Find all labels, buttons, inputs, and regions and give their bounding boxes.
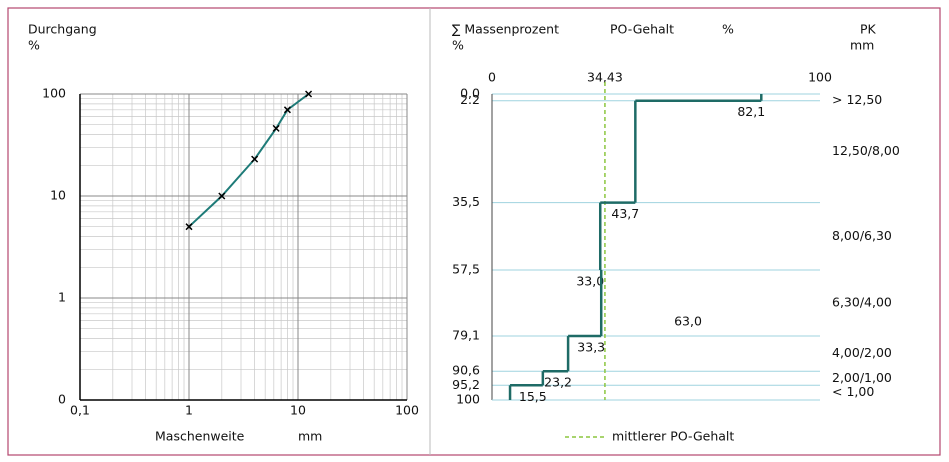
y-tick-label: 1 [58,290,66,305]
value-label: 82,1 [737,104,765,119]
y-label: Durchgang [28,22,97,37]
x-tick-label: 34,43 [587,70,623,85]
value-label: 15,5 [519,389,547,404]
category-label: 8,00/6,30 [832,228,892,243]
y-tick-label: 90,6 [452,363,480,378]
header-left: ∑ Massenprozent [452,22,559,37]
frame [7,7,941,456]
y-unit: % [28,38,40,53]
header-mid-unit: % [722,22,734,37]
header-right-unit: mm [850,38,874,53]
header-left-unit: % [452,38,464,53]
header-right: PK [860,22,877,37]
y-tick-label: 100 [456,392,480,407]
category-label: 6,30/4,00 [832,294,892,309]
category-label: 4,00/2,00 [832,345,892,360]
x-tick-label: 10 [290,403,306,418]
category-label: 2,00/1,00 [832,370,892,385]
value-label: 33,0 [576,273,604,288]
marker [218,192,226,200]
y-tick-label: 95,2 [452,377,480,392]
x-tick-label: 0,1 [70,403,90,418]
value-label: 43,7 [611,206,639,221]
y-tick-label: 35,5 [452,194,480,209]
y-tick-label: 0,0 [460,86,480,101]
value-label: 33,3 [577,340,605,355]
category-label: 12,50/8,00 [832,143,900,158]
x-tick-label: 100 [808,70,832,85]
category-label: > 12,50 [832,92,882,107]
y-tick-label: 10 [50,188,66,203]
marker [251,155,259,163]
category-label: < 1,00 [832,384,874,399]
marker [272,124,280,132]
y-tick-label: 57,5 [452,261,480,276]
marker [283,106,291,114]
y-tick-label: 2.2 [460,92,480,107]
legend-label: mittlerer PO-Gehalt [612,429,734,444]
y-tick-label: 100 [42,86,66,101]
annotation: 63,0 [674,314,702,329]
y-tick-label: 79,1 [452,328,480,343]
value-label: 23,2 [544,375,572,390]
marker [305,90,313,98]
line [188,93,310,228]
header-mid: PO-Gehalt [610,22,674,37]
x-unit: mm [298,429,322,444]
marker [185,223,193,231]
x-tick-label: 100 [395,403,419,418]
y-tick-label: 0 [58,392,66,407]
x-tick-label: 1 [185,403,193,418]
x-label: Maschenweite [155,429,245,444]
x-tick-label: 0 [488,70,496,85]
